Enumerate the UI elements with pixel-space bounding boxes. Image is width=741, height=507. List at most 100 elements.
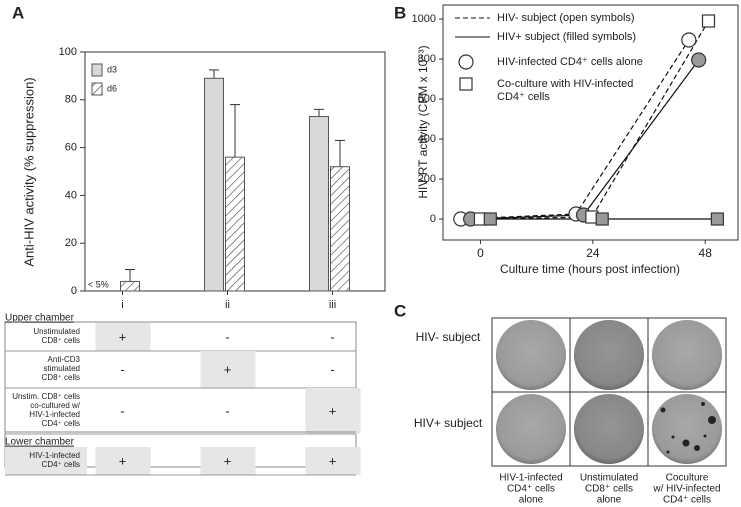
row-label: CD8⁺ cells xyxy=(42,336,80,345)
marker xyxy=(459,77,473,91)
marker xyxy=(458,54,474,70)
marker xyxy=(701,14,716,28)
y-tick-label: 20 xyxy=(65,237,77,249)
cell-shade xyxy=(95,323,151,351)
x-axis-label: Culture time (hours post infection) xyxy=(500,262,680,276)
x-tick-label: ii xyxy=(225,299,230,311)
bar xyxy=(330,166,350,292)
bar xyxy=(204,77,224,292)
y-tick-label: 80 xyxy=(65,94,77,106)
panel-c: C xyxy=(394,301,727,467)
column-label: Unstimulated xyxy=(580,473,638,484)
y-tick-label: 600 xyxy=(418,93,436,105)
y-tick-label: 0 xyxy=(430,213,436,225)
column-label: HIV-1-infected xyxy=(499,473,562,484)
y-tick-label: 400 xyxy=(418,133,436,145)
marker xyxy=(681,32,697,48)
well xyxy=(574,394,644,464)
cell: - xyxy=(330,329,334,344)
row-label: HIV-1-infected xyxy=(29,410,80,419)
well xyxy=(496,320,566,390)
legend-label: CD4⁺ cells xyxy=(497,91,550,103)
series-line xyxy=(480,20,710,220)
bar xyxy=(120,280,140,292)
cell: - xyxy=(225,403,229,418)
panel-label: B xyxy=(394,3,406,22)
y-axis-label: Anti-HIV activity (% suppression) xyxy=(21,77,36,266)
cell: - xyxy=(120,403,124,418)
well xyxy=(652,394,722,464)
row-label: stimulated xyxy=(44,364,80,373)
x-tick-label: 0 xyxy=(477,246,484,260)
y-tick-label: 100 xyxy=(59,46,77,58)
y-tick-label: 1000 xyxy=(412,13,436,25)
legend-swatch xyxy=(91,82,103,96)
spots xyxy=(660,402,716,454)
legend-label: Co-culture with HIV-infected xyxy=(497,78,633,90)
legend-label: HIV- subject (open symbols) xyxy=(497,12,635,24)
x-tick-label: 24 xyxy=(586,246,600,260)
legend-label: d6 xyxy=(107,83,117,93)
section-title: Lower chamber xyxy=(5,437,75,448)
row-label: CD4⁺ cells xyxy=(42,419,80,428)
well xyxy=(652,320,722,390)
well xyxy=(574,320,644,390)
marker xyxy=(483,212,497,226)
x-tick-label: i xyxy=(121,299,123,311)
row-label: HIV- subject xyxy=(416,330,481,344)
legend-label: HIV+ subject (filled symbols) xyxy=(497,31,636,43)
column-label: CD4⁺ cells xyxy=(507,484,555,495)
panel-label: C xyxy=(394,301,406,320)
cell-shade xyxy=(305,447,361,475)
cell: + xyxy=(224,362,232,377)
cell-shade xyxy=(305,388,361,434)
row-label: CD4⁺ cells xyxy=(42,460,80,469)
cell: + xyxy=(119,453,127,468)
column-label: Coculture xyxy=(666,473,709,484)
marker xyxy=(595,212,609,226)
column-label: CD4⁺ cells xyxy=(663,495,711,506)
row-label: Anti-CD3 xyxy=(48,355,81,364)
legend-swatch xyxy=(91,63,103,77)
bar xyxy=(225,156,245,292)
y-tick-label: 800 xyxy=(418,53,436,65)
row-shade xyxy=(5,447,87,475)
cell: - xyxy=(225,329,229,344)
column-label: alone xyxy=(597,495,622,506)
annotation: < 5% xyxy=(88,279,109,289)
y-tick-label: 0 xyxy=(71,285,77,297)
cell: - xyxy=(120,362,124,377)
column-label: CD8⁺ cells xyxy=(585,484,633,495)
plot-frame xyxy=(442,4,739,241)
cell-shade xyxy=(95,447,151,475)
bar xyxy=(309,116,329,292)
y-axis-label: HIV RT activity (CPM x 10⁻³) xyxy=(416,45,430,198)
row-label: Unstim. CD8⁺ cells xyxy=(12,392,80,401)
y-tick-label: 60 xyxy=(65,142,77,154)
marker xyxy=(710,212,724,226)
row-label: Unstimulated xyxy=(33,327,80,336)
row-label: HIV-1-infected xyxy=(29,451,80,460)
panel-b: B HIV RT activity (CPM x 10⁻³) Culture t… xyxy=(394,3,739,276)
column-label: w/ HIV-infected xyxy=(652,484,720,495)
well xyxy=(496,394,566,464)
legend-label: HIV-infected CD4⁺ cells alone xyxy=(497,56,643,68)
cell-shade xyxy=(200,447,256,475)
panel-label: A xyxy=(12,3,24,22)
x-tick-label: iii xyxy=(329,299,336,311)
y-tick-label: 40 xyxy=(65,189,77,201)
row-label: CD8⁺ cells xyxy=(42,373,80,382)
column-label: alone xyxy=(519,495,544,506)
y-tick-label: 200 xyxy=(418,173,436,185)
legend-label: d3 xyxy=(107,64,117,74)
cell: + xyxy=(329,403,337,418)
cell: + xyxy=(224,453,232,468)
cell-shade xyxy=(200,351,256,388)
cell: - xyxy=(330,362,334,377)
row-label: HIV+ subject xyxy=(414,416,483,430)
section-title: Upper chamber xyxy=(5,313,75,324)
cell: + xyxy=(329,453,337,468)
marker xyxy=(691,52,707,68)
